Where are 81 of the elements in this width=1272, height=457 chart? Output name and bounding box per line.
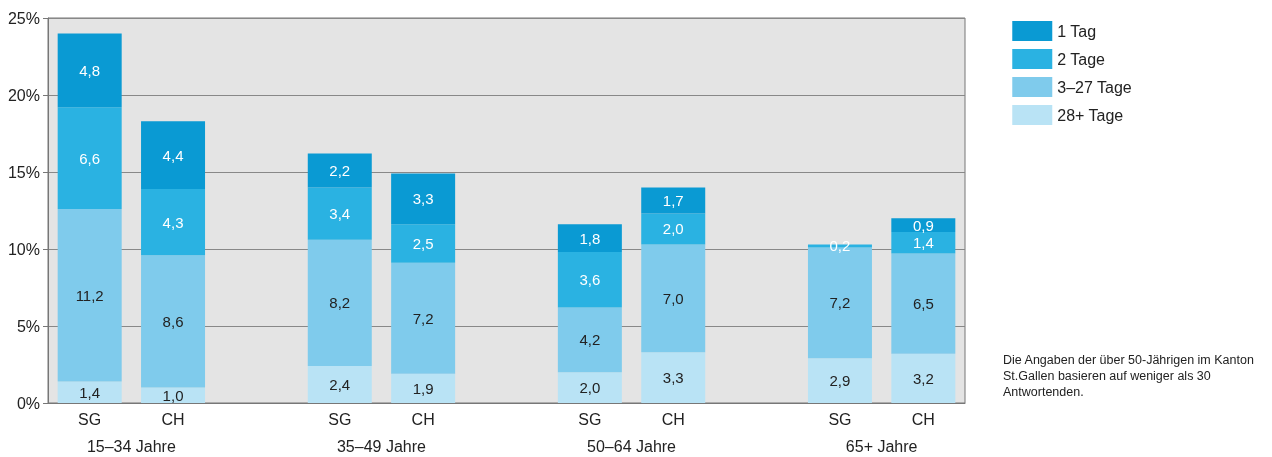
bar: [307, 239, 372, 367]
data-label: 4,3: [162, 213, 184, 231]
data-label: 2,9: [829, 372, 851, 390]
bar: [57, 208, 122, 382]
data-label: 1,7: [662, 191, 684, 209]
legend-label: 28+ Tage: [1057, 106, 1124, 124]
bar: [891, 253, 956, 354]
bar: [307, 187, 372, 240]
bar: [141, 188, 206, 256]
x-tick-label: SG: [78, 410, 102, 428]
data-label: 7,2: [412, 309, 434, 327]
data-label: 0,2: [829, 237, 851, 255]
bar: [141, 255, 206, 388]
bar: [807, 358, 872, 403]
data-label: 3,4: [329, 205, 351, 223]
data-label: 2,0: [579, 379, 601, 397]
data-label: 2,2: [329, 161, 351, 179]
x-tick-label: CH: [161, 410, 185, 428]
bar: [391, 224, 456, 263]
bar: [557, 372, 622, 403]
data-label: 4,8: [79, 61, 101, 79]
data-label: 1,4: [79, 383, 101, 401]
text: 15–34 Jahre: [86, 437, 176, 455]
data-label: 0,9: [912, 216, 934, 234]
bar: [391, 373, 456, 403]
y-tick-label: 10%: [7, 240, 40, 258]
y-tick-label: 0%: [16, 394, 40, 412]
data-label: 3,6: [579, 271, 601, 289]
y-tick-label: 15%: [7, 163, 40, 181]
x-tick-label: CH: [911, 410, 935, 428]
bar: [641, 187, 706, 214]
data-label: 1,4: [912, 234, 934, 252]
bar: [57, 107, 122, 209]
bar: [557, 252, 622, 308]
y-tick-label: 25%: [7, 9, 40, 27]
bar: [57, 33, 122, 108]
bar: [557, 224, 622, 253]
bar: [307, 153, 372, 188]
data-label: 6,5: [912, 295, 934, 313]
data-label: 3,2: [912, 369, 934, 387]
data-label: 1,8: [579, 229, 601, 247]
data-label: 7,2: [829, 294, 851, 312]
bar: [557, 307, 622, 373]
data-label: 3,3: [412, 190, 434, 208]
data-label: 8,6: [162, 312, 184, 330]
x-tick-label: SG: [578, 410, 602, 428]
bar: [641, 244, 706, 353]
bar: [391, 262, 456, 374]
y-tick-label: 5%: [16, 317, 40, 335]
data-label: 4,2: [579, 331, 601, 349]
bar: [141, 121, 206, 189]
data-label: 2,4: [329, 376, 351, 394]
data-label: 8,2: [329, 294, 351, 312]
text: 35–49 Jahre: [336, 437, 427, 455]
data-label: 6,6: [79, 149, 101, 167]
bar: [57, 381, 122, 403]
data-label: 2,0: [662, 220, 684, 238]
data-label: 2,5: [412, 235, 434, 253]
bar: [641, 352, 706, 403]
data-label: 1,9: [412, 379, 434, 397]
bar: [641, 213, 706, 245]
legend-label: 3–27 Tage: [1057, 78, 1132, 96]
legend-label: 2 Tage: [1057, 50, 1106, 68]
bar: [307, 366, 372, 403]
bar: [891, 232, 956, 254]
bar: [891, 353, 956, 403]
data-label: 7,0: [662, 289, 684, 307]
data-label: 3,3: [662, 369, 684, 387]
data-label: 1,0: [162, 386, 184, 404]
x-tick-label: SG: [328, 410, 352, 428]
x-tick-label: SG: [828, 410, 852, 428]
text: Die Angaben der über 50-Jährigen im Kanton St.Gallen basieren auf weniger als 30 Antwortenden.: [1003, 353, 1258, 399]
text: 50–64 Jahre: [587, 437, 677, 455]
x-tick-label: CH: [661, 410, 685, 428]
text: 65+ Jahre: [845, 437, 918, 455]
bar: [391, 173, 456, 225]
data-label: 11,2: [75, 286, 104, 304]
x-tick-label: CH: [411, 410, 435, 428]
data-label: 4,4: [162, 146, 184, 164]
y-tick-label: 20%: [7, 86, 40, 104]
legend-label: 1 Tag: [1057, 22, 1097, 40]
